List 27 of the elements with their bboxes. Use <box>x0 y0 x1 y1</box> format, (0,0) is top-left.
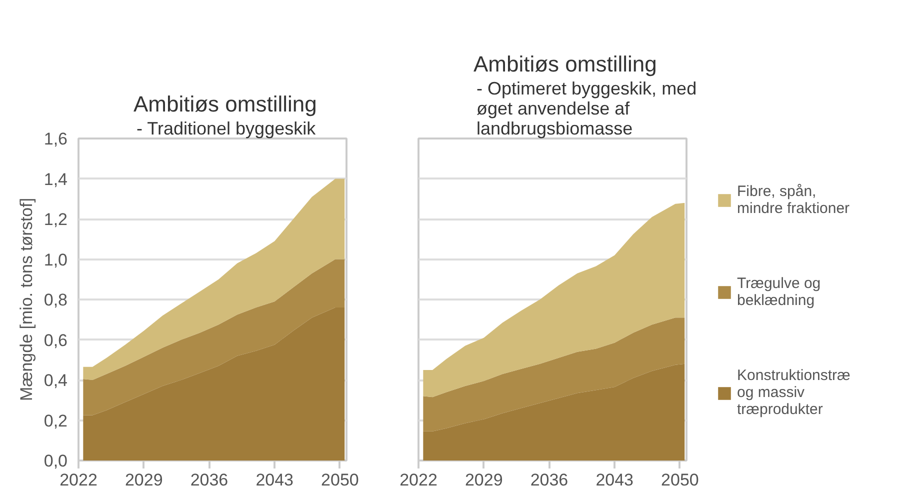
x-tick-label: 2036 <box>190 470 228 490</box>
x-tick-label: 2029 <box>124 470 163 490</box>
chart-title: Ambitiøs omstilling <box>474 52 657 76</box>
chart-subtitle: - Traditionel byggeskik <box>136 118 317 138</box>
y-tick-label: 0,4 <box>44 371 68 390</box>
legend-label: Fibre, spån, mindre fraktioner <box>737 183 850 217</box>
legend-label: Trægulve og beklædning <box>737 275 821 309</box>
y-tick-label: 1,0 <box>44 250 68 270</box>
x-tick-label: 2036 <box>530 470 568 490</box>
y-tick-label: 1,6 <box>44 130 68 148</box>
chart-title: Ambitiøs omstilling <box>134 92 317 116</box>
x-tick-label: 2043 <box>256 470 294 490</box>
y-tick-label: 0,6 <box>44 330 68 350</box>
x-tick-label: 2050 <box>661 470 699 490</box>
chart-subtitle: - Optimeret byggeskik, med øget anvendelse af landbrugsbiomasse <box>476 78 697 138</box>
legend-label: Konstruktionstræ og massiv træprodukter <box>737 367 850 418</box>
y-tick-label: 1,2 <box>44 210 68 229</box>
y-tick-label: 0,0 <box>44 452 68 470</box>
x-tick-label: 2043 <box>596 470 634 490</box>
x-tick-label: 2050 <box>321 470 359 490</box>
y-tick-label: 0,8 <box>44 290 68 310</box>
y-axis-title: Mængde [mio. tons tørstof] <box>16 198 36 402</box>
x-tick-label: 2029 <box>464 470 503 490</box>
y-tick-label: 0,2 <box>44 411 68 430</box>
x-tick-label: 2022 <box>60 470 98 490</box>
y-tick-label: 1,4 <box>44 170 68 189</box>
x-tick-label: 2022 <box>400 470 438 490</box>
